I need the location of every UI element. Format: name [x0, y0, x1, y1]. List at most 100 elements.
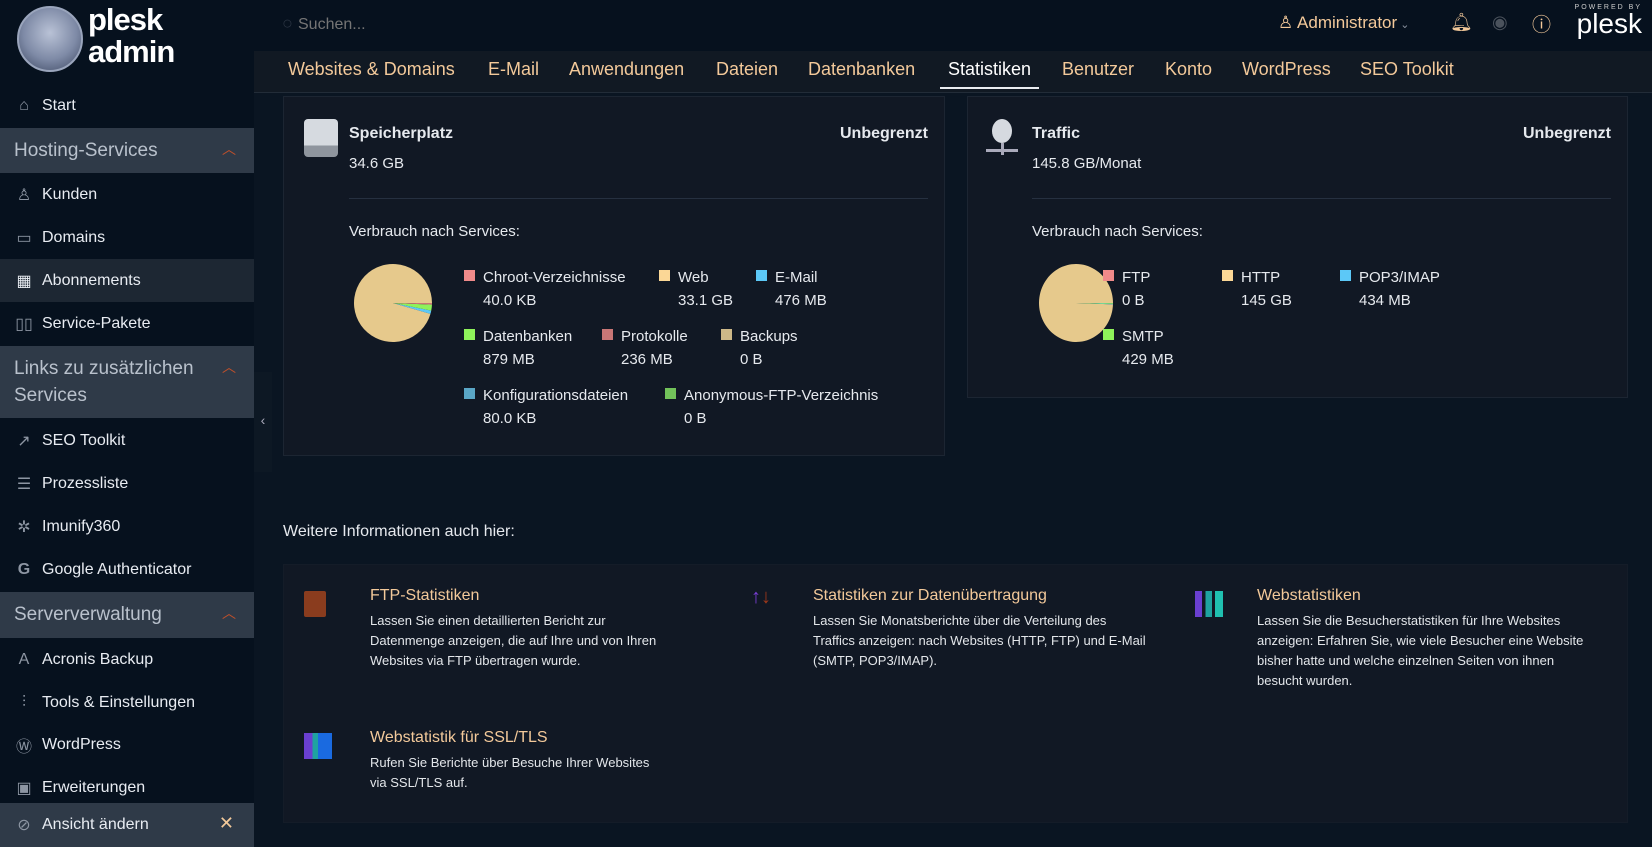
transfer-arrows-icon: ↑↓ [751, 586, 771, 608]
sidebar-item-erweiterungen[interactable]: ▣ Erweiterungen [0, 768, 254, 808]
tab-benutzer[interactable]: Benutzer [1062, 59, 1135, 79]
storage-subtitle: Verbrauch nach Services: [349, 223, 520, 240]
sidebar-item-domains[interactable]: ▭ Domains [0, 218, 254, 258]
tab-websites-domains[interactable]: Websites & Domains [288, 59, 455, 79]
sidebar-item-start[interactable]: ⌂ Start [0, 86, 254, 126]
change-view-button[interactable]: ⊘ Ansicht ändern [0, 805, 254, 845]
legend-swatch [659, 270, 670, 281]
tab-statistiken[interactable]: Statistiken [940, 59, 1040, 89]
sidebar-collapse-handle[interactable]: ‹ [254, 372, 272, 472]
legend-item: Protokolle 236 MB [602, 328, 688, 368]
chevron-up-icon: ︿ [222, 359, 236, 375]
book-icon: ▯▯ [15, 316, 33, 333]
tab-datenbanken[interactable]: Datenbanken [808, 59, 916, 79]
legend-swatch [1222, 270, 1233, 281]
sidebar-item-prozessliste[interactable]: ☰ Prozessliste [0, 464, 254, 504]
tab-konto[interactable]: Konto [1165, 59, 1213, 79]
user-icon: ♙ [1278, 13, 1298, 32]
compass-icon: ⊘ [17, 817, 31, 834]
legend-value: 476 MB [775, 292, 827, 309]
data-transfer-desc: Lassen Sie Monatsberichte über die Verte… [813, 613, 1146, 668]
pie-slice-e-mail [393, 303, 432, 314]
legend-swatch [756, 270, 767, 281]
tab-anwendungen[interactable]: Anwendungen [569, 59, 685, 79]
legend-item: Web 33.1 GB [659, 269, 733, 309]
legend-label: Konfigurationsdateien [483, 387, 629, 404]
legend-label: Chroot-Verzeichnisse [483, 269, 626, 286]
sidebar-item-seo-toolkit[interactable]: ↗ SEO Toolkit [0, 421, 254, 461]
sidebar-item-abonnements[interactable]: ▦ Abonnements [0, 259, 254, 302]
plesk-admin-logo[interactable]: plesk admin [88, 2, 175, 69]
legend-label: Anonymous-FTP-Verzeichnis [684, 387, 879, 404]
ssl-lock-chart-icon [304, 733, 332, 759]
tab-email[interactable]: E-Mail [488, 59, 540, 79]
sidebar-item-service-pakete[interactable]: ▯▯ Service-Pakete [15, 315, 151, 333]
info-data-transfer[interactable]: ↑↓ Statistiken zur Datenübertragung Lasse… [747, 587, 1147, 671]
legend-value: 434 MB [1359, 292, 1411, 309]
sidebar-item-wordpress[interactable]: Ⓦ WordPress [0, 725, 254, 765]
legend-item: SMTP 429 MB [1103, 328, 1174, 368]
tab-dateien[interactable]: Dateien [716, 59, 779, 79]
web-statistics-link[interactable]: Webstatistiken [1257, 587, 1361, 604]
sidebar-item-acronis-backup[interactable]: A Acronis Backup [0, 640, 254, 680]
legend-value: 0 B [1122, 292, 1145, 309]
legend-value: 33.1 GB [678, 292, 734, 309]
ftp-folder-icon [304, 591, 326, 617]
sidebar-group-links[interactable]: Links zu zusätzlichen Services ︿ [0, 346, 254, 418]
legend-item: Konfigurationsdateien 80.0 KB [464, 387, 628, 427]
data-transfer-link[interactable]: Statistiken zur Datenübertragung [813, 587, 1047, 604]
sidebar-group-serververwaltung[interactable]: Serververwaltung ︿ [0, 592, 254, 638]
sidebar-item-imunify360[interactable]: ✲ Imunify360 [0, 507, 254, 547]
legend-item: Backups 0 B [721, 328, 798, 368]
legend-label: Backups [740, 328, 798, 345]
google-icon: G [17, 561, 31, 578]
info-web-statistics[interactable]: Webstatistiken Lassen Sie die Besuchersta… [1191, 587, 1591, 691]
pie-slice-http [1039, 264, 1113, 343]
ftp-statistics-desc: Lassen Sie einen detaillierten Bericht z… [370, 613, 657, 668]
extensions-icon: ▣ [16, 780, 32, 797]
owl-icon[interactable]: ◉ [1492, 12, 1508, 32]
legend-label: POP3/IMAP [1359, 269, 1440, 286]
sidebar-item-kunden[interactable]: ♙ Kunden [0, 175, 254, 215]
change-view-bar[interactable]: ⊘ Ansicht ändern ✕ [0, 803, 254, 847]
ssl-statistics-link[interactable]: Webstatistik für SSL/TLS [370, 729, 548, 746]
tab-seo-toolkit[interactable]: SEO Toolkit [1360, 59, 1454, 79]
ftp-statistics-link[interactable]: FTP-Statistiken [370, 587, 480, 604]
legend-swatch [1340, 270, 1351, 281]
notification-bell-icon[interactable]: 🔔︎ [1450, 12, 1473, 32]
pie-slice-protokolle [393, 303, 432, 305]
legend-swatch [464, 270, 475, 281]
traffic-card: Traffic 145.8 GB/Monat Unbegrenzt Verbra… [967, 96, 1628, 398]
sidebar-item-google-authenticator[interactable]: G Google Authenticator [0, 550, 254, 590]
home-icon: ⌂ [19, 97, 29, 114]
legend-value: 236 MB [621, 351, 673, 368]
storage-title: Speicherplatz [349, 125, 454, 142]
chevron-up-icon: ︿ [222, 141, 236, 157]
search-input[interactable] [298, 12, 598, 38]
traffic-value: 145.8 GB/Monat [1032, 155, 1142, 172]
user-menu[interactable]: ♙ Administrator ⌄ [1278, 13, 1410, 32]
help-icon[interactable]: ⓘ [1532, 15, 1552, 36]
legend-swatch [1103, 270, 1114, 281]
info-ftp-statistics[interactable]: FTP-Statistiken Lassen Sie einen detailli… [304, 587, 664, 671]
legend-item: Chroot-Verzeichnisse 40.0 KB [464, 269, 626, 309]
monitor-icon: ▭ [16, 230, 32, 247]
user-icon: ♙ [16, 187, 32, 204]
divider [349, 198, 928, 199]
pie-slice-pop3-imap [1076, 303, 1113, 305]
main-tabs: Websites & Domains E-Mail Anwendungen Da… [254, 51, 1652, 93]
sidebar-group-hosting-services[interactable]: Hosting-Services ︿ [0, 128, 254, 173]
ssl-statistics-desc: Rufen Sie Berichte über Besuche Ihrer We… [370, 755, 650, 790]
legend-label: FTP [1122, 269, 1151, 286]
close-icon[interactable]: ✕ [218, 813, 234, 833]
tab-wordpress[interactable]: WordPress [1242, 59, 1331, 79]
sidebar-item-tools[interactable]: ⫶ Tools & Einstellungen [0, 683, 254, 723]
sliders-icon: ⫶ [21, 694, 26, 711]
legend-item: E-Mail 476 MB [756, 269, 827, 309]
wordpress-icon: Ⓦ [15, 739, 32, 756]
legend-item: Datenbanken 879 MB [464, 328, 572, 368]
legend-value: 145 GB [1241, 292, 1292, 309]
legend-item: HTTP 145 GB [1222, 269, 1292, 309]
hard-drive-icon [304, 119, 338, 157]
info-ssl-statistics[interactable]: Webstatistik für SSL/TLS Rufen Sie Berich… [304, 729, 664, 793]
